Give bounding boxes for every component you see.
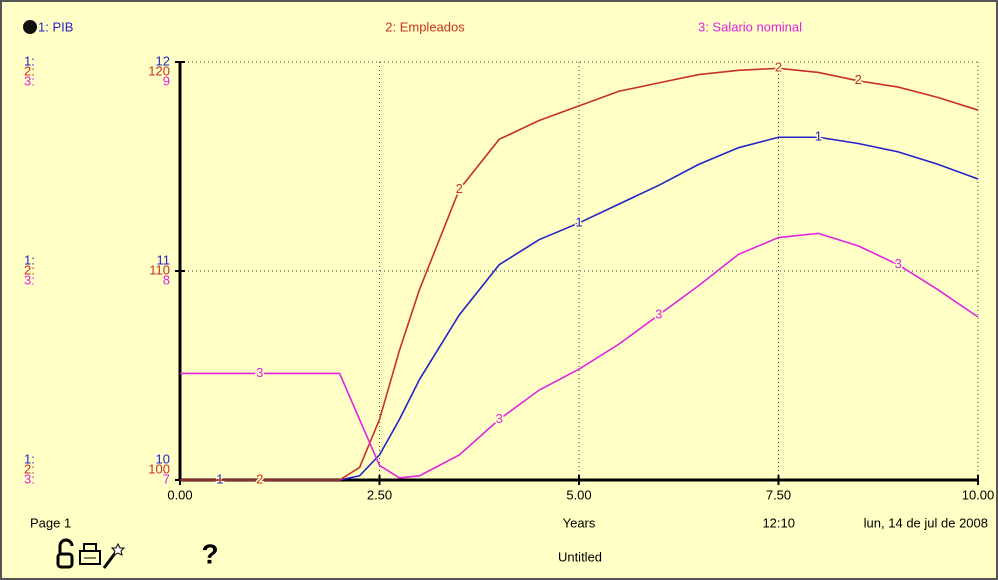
x-tick-label: 10.00 bbox=[962, 487, 995, 502]
axis-prefix: 1: bbox=[24, 53, 35, 68]
axis-prefix: 2: bbox=[24, 262, 35, 277]
y-tick-label: 10 bbox=[156, 451, 170, 466]
x-axis-label: Years bbox=[563, 515, 596, 530]
series-line bbox=[180, 67, 979, 481]
axis-prefix: 2: bbox=[24, 461, 35, 476]
line-marker: 2 bbox=[256, 471, 263, 486]
y-tick-label: 120 bbox=[148, 63, 170, 78]
wand-icon[interactable] bbox=[102, 542, 126, 569]
y-tick-label: 7 bbox=[163, 471, 170, 486]
line-marker: 2 bbox=[775, 60, 782, 75]
axis-prefix: 3: bbox=[24, 272, 35, 287]
y-tick-label: 11 bbox=[157, 252, 171, 267]
line-marker: 3 bbox=[496, 411, 503, 426]
axis-prefix: 1: bbox=[24, 451, 35, 466]
x-tick-label: 0.00 bbox=[167, 487, 192, 502]
y-tick-label: 12 bbox=[156, 53, 170, 68]
axis-prefix: 3: bbox=[24, 471, 35, 486]
x-tick-label: 7.50 bbox=[766, 487, 791, 502]
y-tick-label: 110 bbox=[149, 262, 170, 277]
y-tick-label: 9 bbox=[163, 73, 170, 88]
x-tick-label: 5.00 bbox=[566, 487, 591, 502]
legend-label: 2: Empleados bbox=[385, 19, 465, 34]
x-tick-label: 2.50 bbox=[367, 487, 392, 502]
line-marker: 2 bbox=[855, 72, 862, 87]
date-label: lun, 14 de jul de 2008 bbox=[864, 515, 988, 530]
page-label: Page 1 bbox=[30, 515, 71, 530]
graph-icon[interactable] bbox=[23, 20, 37, 34]
line-marker: 1 bbox=[216, 471, 223, 486]
axis-prefix: 2: bbox=[24, 63, 35, 78]
series-line bbox=[180, 232, 979, 479]
axis-prefix: 3: bbox=[24, 73, 35, 88]
document-title: Untitled bbox=[558, 549, 602, 564]
axis-prefix: 1: bbox=[24, 252, 35, 267]
line-marker: 3 bbox=[895, 256, 902, 271]
line-marker: 3 bbox=[655, 306, 662, 321]
line-marker: 1 bbox=[575, 214, 582, 229]
lock-icon[interactable] bbox=[56, 538, 74, 569]
line-marker: 3 bbox=[256, 365, 263, 380]
time-label: 12:10 bbox=[762, 515, 795, 530]
y-tick-label: 100 bbox=[148, 461, 170, 476]
line-marker: 2 bbox=[456, 181, 463, 196]
line-marker: 1 bbox=[815, 129, 822, 144]
y-tick-label: 8 bbox=[163, 272, 170, 287]
help-button[interactable]: ? bbox=[201, 538, 218, 569]
toolbar-icons bbox=[56, 538, 126, 569]
print-icon[interactable] bbox=[79, 543, 101, 565]
legend-label: 1: PIB bbox=[38, 19, 73, 34]
legend-label: 3: Salario nominal bbox=[698, 19, 802, 34]
